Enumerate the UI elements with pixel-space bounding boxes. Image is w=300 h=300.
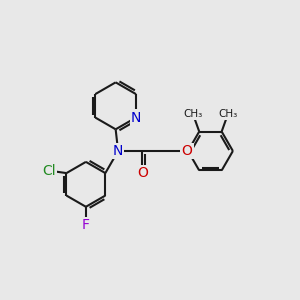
- Text: Cl: Cl: [42, 164, 56, 178]
- Text: N: N: [131, 111, 141, 124]
- Text: F: F: [82, 218, 90, 232]
- Text: CH₃: CH₃: [218, 109, 238, 119]
- Text: O: O: [182, 144, 192, 158]
- Text: N: N: [113, 144, 123, 158]
- Text: CH₃: CH₃: [183, 109, 202, 119]
- Text: O: O: [137, 166, 148, 180]
